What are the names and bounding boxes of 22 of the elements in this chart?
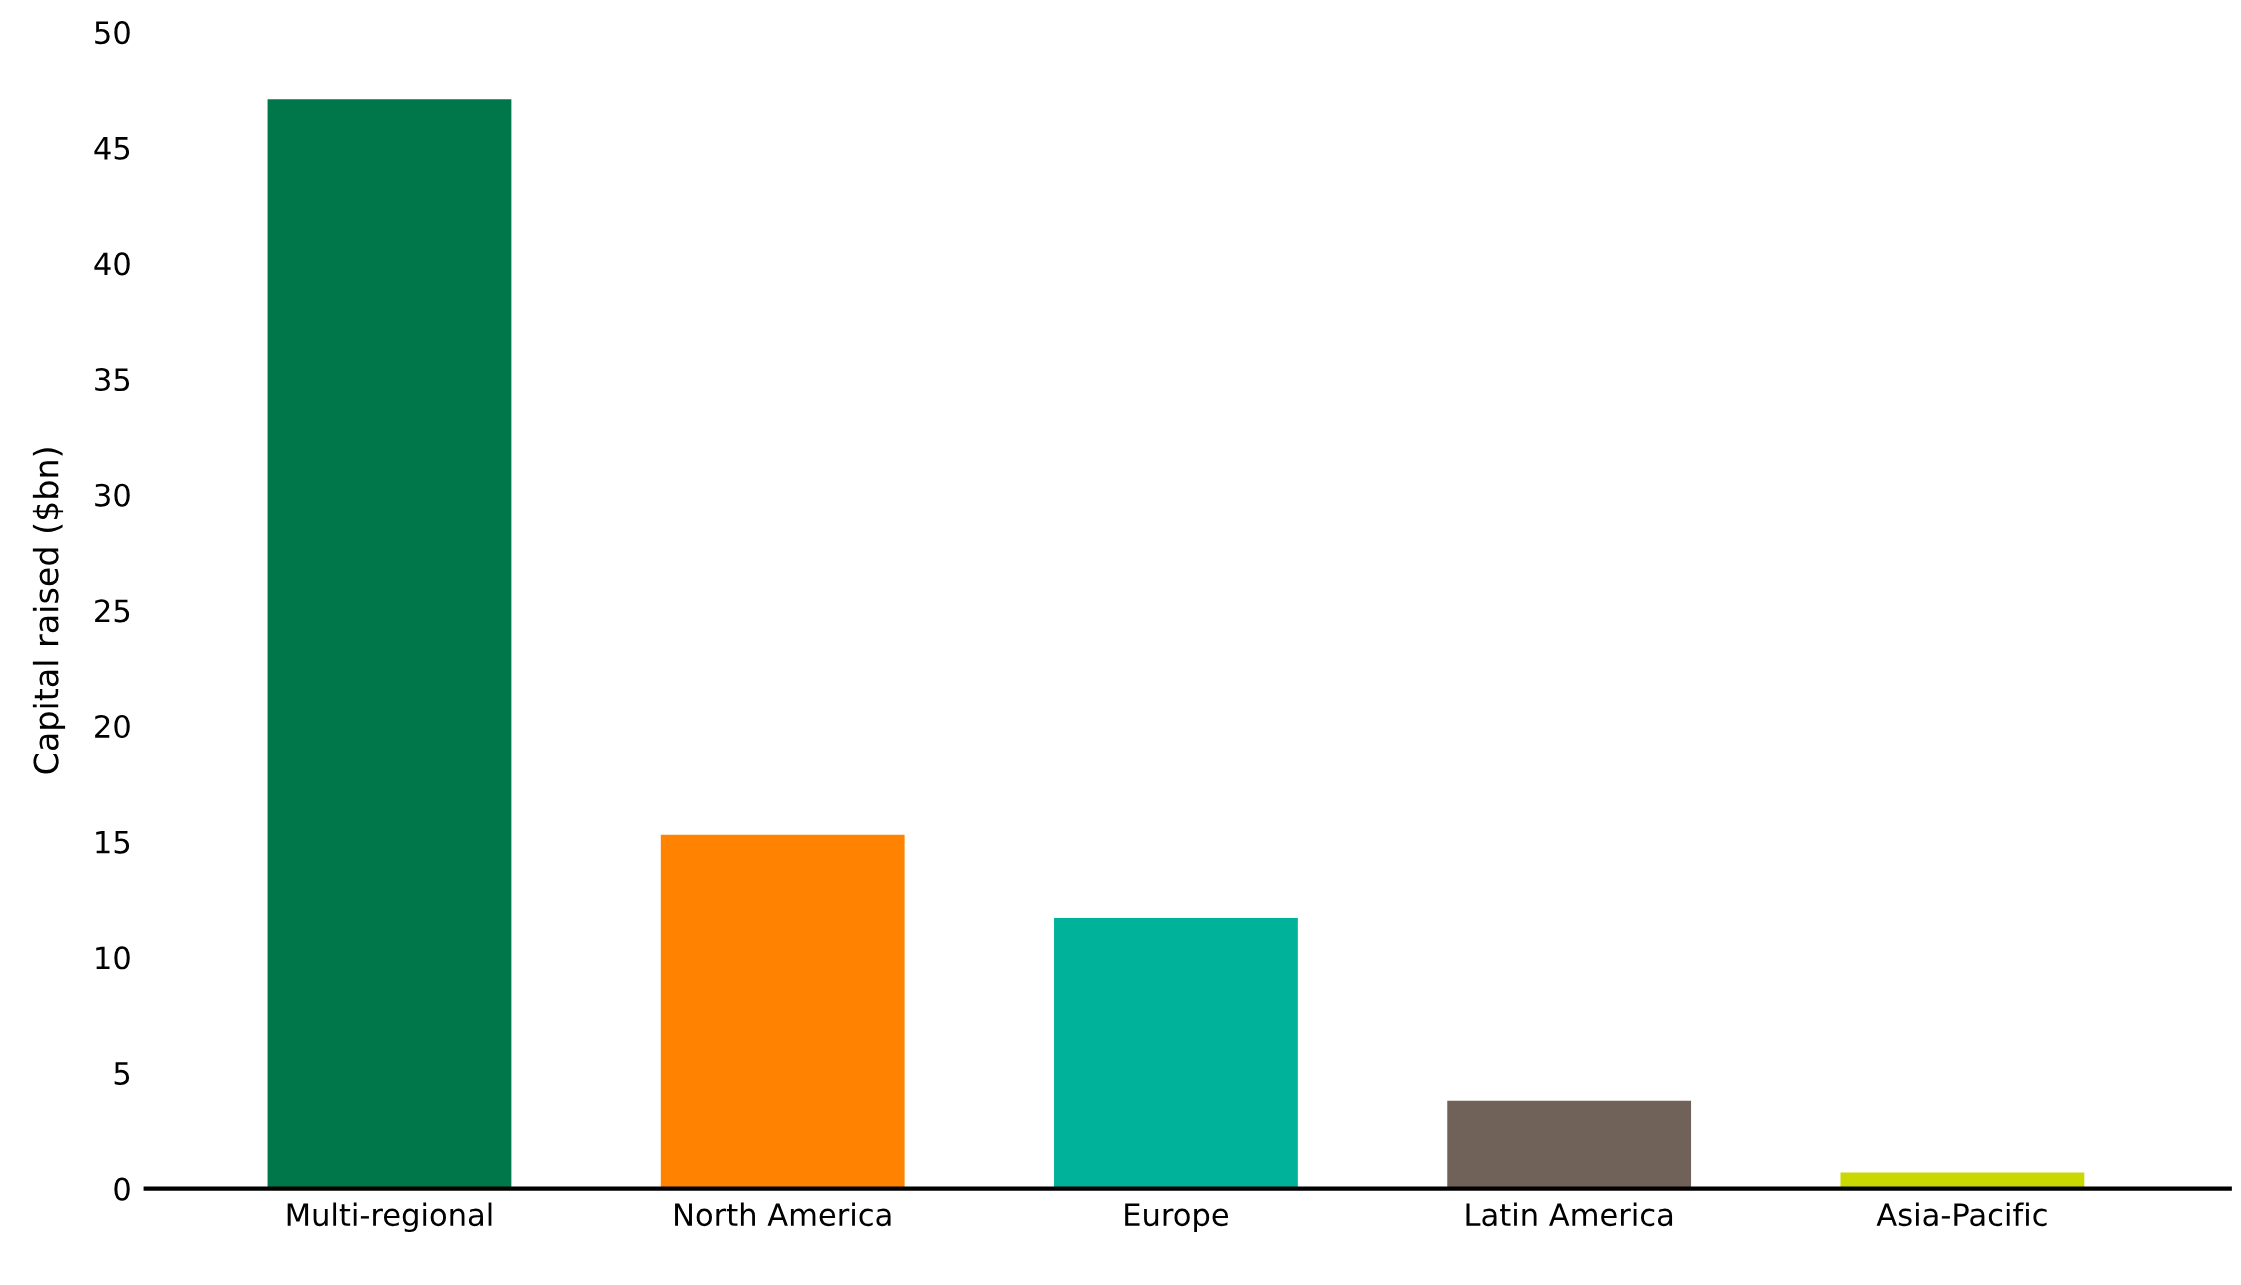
bar [1054,918,1298,1189]
y-tick-label: 0 [114,1177,130,1201]
x-tick-label: Asia-Pacific [1876,1202,2047,1227]
y-tick-label: 35 [95,368,130,392]
y-tick-label: 40 [94,252,130,276]
y-tick-label: 15 [96,831,130,854]
y-tick-label: 30 [95,483,130,507]
y-tick-label: 50 [95,21,130,45]
bar [1840,1172,2085,1189]
y-tick-label: 20 [95,714,130,739]
bar [267,99,512,1189]
x-tick-label: Latin America [1466,1202,1673,1227]
y-axis-title: Capital raised ($bn) [32,448,66,774]
y-tick-label: 5 [114,1062,130,1086]
bar [1447,1100,1692,1189]
x-tick-label: North America [675,1202,891,1227]
y-tick-label: 25 [95,599,130,623]
y-tick-label: 10 [96,946,130,970]
bar [660,834,905,1189]
y-tick-label: 45 [94,137,130,160]
x-tick-label: Europe [1125,1203,1229,1233]
x-tick-label: Multi-regional [287,1202,492,1233]
